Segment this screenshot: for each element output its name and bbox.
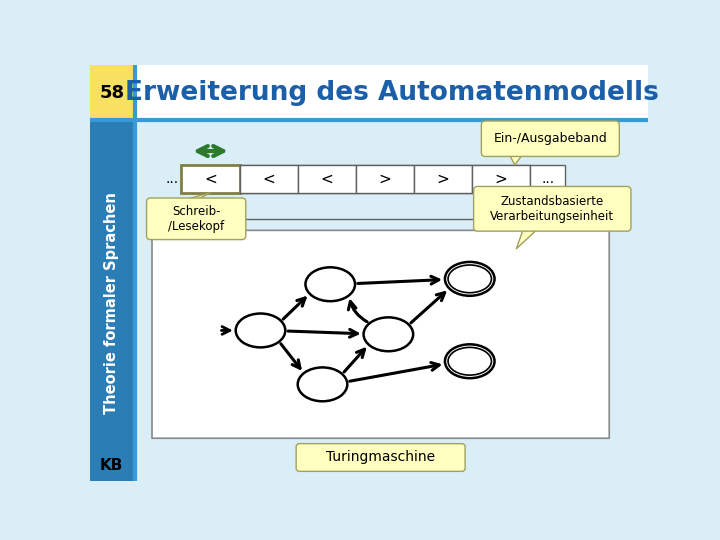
- FancyBboxPatch shape: [135, 65, 648, 120]
- Ellipse shape: [445, 262, 495, 296]
- Ellipse shape: [448, 265, 492, 293]
- FancyBboxPatch shape: [297, 165, 356, 193]
- Ellipse shape: [305, 267, 355, 301]
- Ellipse shape: [297, 367, 347, 401]
- FancyBboxPatch shape: [90, 65, 135, 120]
- Text: KB: KB: [100, 458, 123, 472]
- Text: 58: 58: [100, 84, 125, 102]
- FancyBboxPatch shape: [356, 165, 414, 193]
- Text: <: <: [204, 171, 217, 186]
- Text: Turingmaschine: Turingmaschine: [326, 450, 435, 464]
- Ellipse shape: [235, 314, 285, 347]
- FancyBboxPatch shape: [474, 186, 631, 231]
- FancyBboxPatch shape: [472, 165, 530, 193]
- FancyBboxPatch shape: [181, 165, 530, 193]
- FancyBboxPatch shape: [152, 231, 609, 438]
- Text: Theorie formaler Sprachen: Theorie formaler Sprachen: [104, 193, 120, 414]
- FancyBboxPatch shape: [147, 198, 246, 240]
- Text: <: <: [262, 171, 275, 186]
- FancyBboxPatch shape: [90, 120, 135, 481]
- Text: >: >: [495, 171, 508, 186]
- FancyBboxPatch shape: [414, 165, 472, 193]
- Text: Erweiterung des Automatenmodells: Erweiterung des Automatenmodells: [125, 79, 660, 105]
- FancyBboxPatch shape: [181, 165, 240, 193]
- Text: >: >: [379, 171, 391, 186]
- Ellipse shape: [448, 347, 492, 375]
- Polygon shape: [516, 227, 539, 249]
- Text: ...: ...: [166, 172, 179, 186]
- FancyBboxPatch shape: [530, 165, 565, 193]
- Polygon shape: [178, 193, 210, 202]
- Ellipse shape: [445, 345, 495, 378]
- Text: ...: ...: [541, 172, 554, 186]
- Text: Zustandsbasierte
Verarbeitungseinheit: Zustandsbasierte Verarbeitungseinheit: [490, 195, 614, 223]
- FancyBboxPatch shape: [296, 444, 465, 471]
- Text: <: <: [320, 171, 333, 186]
- FancyBboxPatch shape: [482, 121, 619, 157]
- Polygon shape: [508, 153, 524, 165]
- Text: >: >: [436, 171, 449, 186]
- Text: Ein-/Ausgabeband: Ein-/Ausgabeband: [493, 132, 607, 145]
- Text: Schreib-
/Lesekopf: Schreib- /Lesekopf: [168, 205, 224, 233]
- FancyBboxPatch shape: [240, 165, 297, 193]
- Ellipse shape: [364, 318, 413, 351]
